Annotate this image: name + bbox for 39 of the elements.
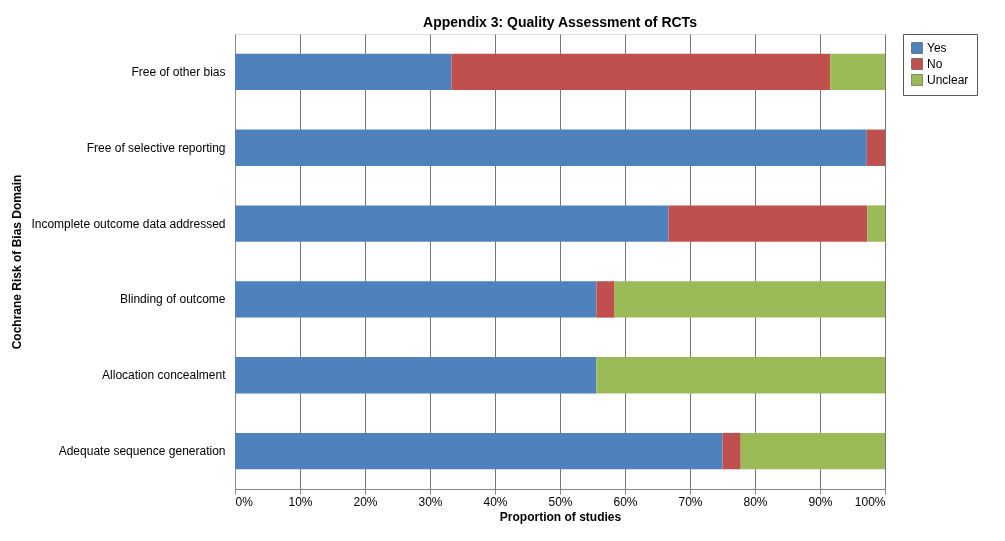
x-tick-label: 80% xyxy=(743,494,768,509)
legend-label: Yes xyxy=(927,41,947,55)
x-tick-label: 0% xyxy=(235,494,254,509)
x-tick-label: 70% xyxy=(678,494,703,509)
bar xyxy=(614,281,885,318)
x-tick-label: 10% xyxy=(288,494,313,509)
y-tick-label: Free of other bias xyxy=(131,64,226,79)
x-tick-label: 100% xyxy=(854,494,886,509)
x-tick-label: 50% xyxy=(548,494,573,509)
y-tick-label: Incomplete outcome data addressed xyxy=(31,216,226,231)
x-tick-label: 90% xyxy=(808,494,833,509)
x-tick-label: 30% xyxy=(418,494,443,509)
y-tick-label: Adequate sequence generation xyxy=(58,444,226,459)
bar xyxy=(451,53,831,91)
bar xyxy=(235,432,723,470)
x-tick-label: 40% xyxy=(483,494,508,509)
y-tick-label: Free of selective reporting xyxy=(86,140,226,155)
bar xyxy=(596,281,615,318)
bar xyxy=(722,432,741,470)
bar xyxy=(867,205,885,242)
chart-title: Appendix 3: Quality Assessment of RCTs xyxy=(423,13,698,30)
bar xyxy=(596,357,885,394)
bar xyxy=(740,432,885,470)
bar xyxy=(235,129,867,166)
x-tick-label: 20% xyxy=(353,494,378,509)
bar xyxy=(830,53,885,91)
y-tick-label: Blinding of outcome xyxy=(120,292,226,307)
x-axis-title: Proportion of studies xyxy=(499,509,622,524)
bar xyxy=(235,281,597,318)
y-axis-title: Cochrane Risk of Bias Domain xyxy=(9,174,24,350)
bar xyxy=(235,357,597,394)
legend-label: No xyxy=(927,57,943,71)
legend-label: Unclear xyxy=(927,73,969,87)
bar xyxy=(866,129,885,166)
x-tick-label: 60% xyxy=(613,494,638,509)
y-tick-label: Allocation concealment xyxy=(102,368,227,383)
bar xyxy=(235,205,669,242)
bar xyxy=(235,53,452,91)
bar xyxy=(668,205,868,242)
